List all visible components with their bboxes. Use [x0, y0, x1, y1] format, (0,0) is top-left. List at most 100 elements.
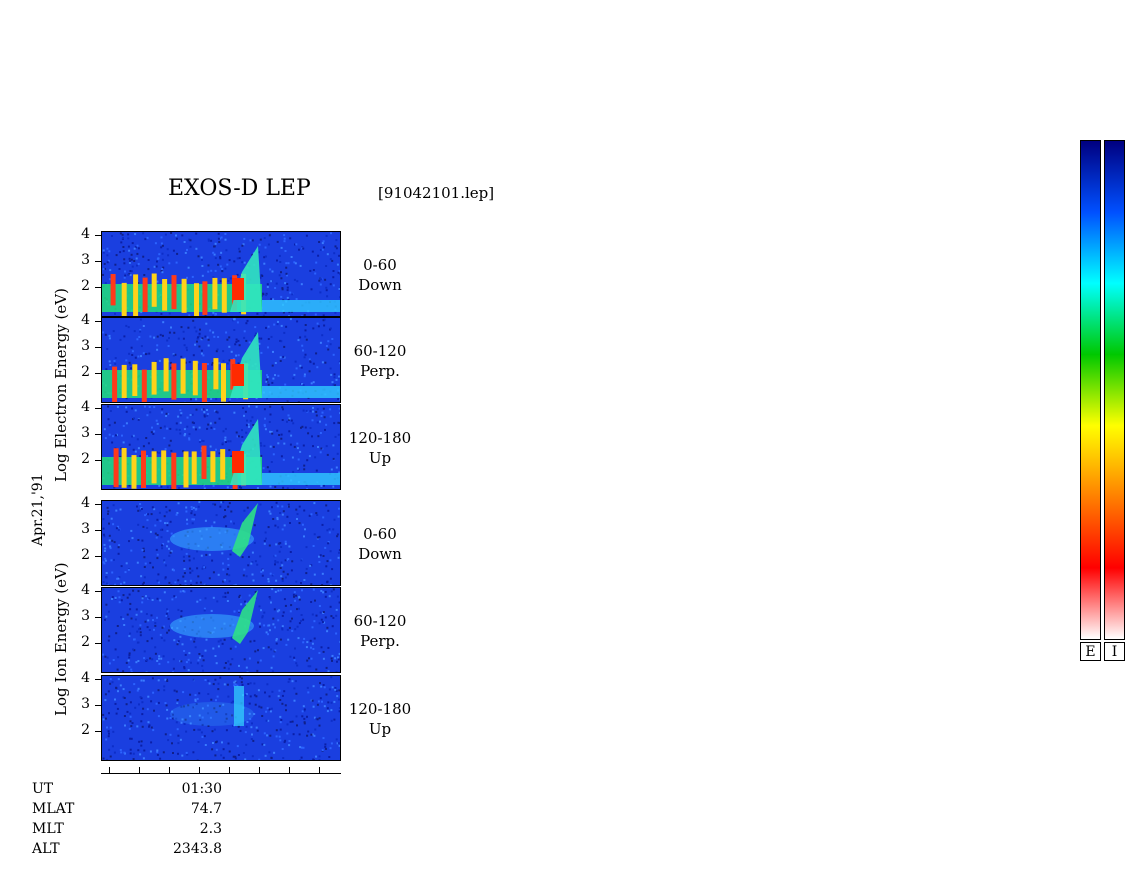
footer-value-mlat: 74.7 — [190, 801, 222, 817]
noise-pixel — [255, 405, 258, 408]
noise-pixel — [133, 638, 135, 641]
noise-pixel — [115, 509, 118, 512]
noise-pixel — [175, 237, 178, 240]
noise-pixel — [321, 700, 323, 703]
y-tick-mark — [95, 408, 101, 409]
noise-pixel — [116, 577, 118, 580]
noise-pixel — [319, 249, 322, 251]
noise-pixel — [156, 260, 158, 263]
noise-pixel — [282, 757, 285, 759]
noise-pixel — [223, 516, 226, 519]
noise-pixel — [156, 335, 159, 338]
noise-pixel — [284, 604, 287, 607]
noise-pixel — [171, 710, 174, 713]
noise-pixel — [228, 449, 231, 452]
noise-pixel — [313, 533, 316, 536]
noise-pixel — [142, 679, 145, 682]
noise-pixel — [330, 232, 332, 235]
noise-pixel — [318, 724, 321, 727]
noise-pixel — [338, 375, 340, 378]
noise-pixel — [281, 579, 284, 582]
noise-pixel — [248, 657, 251, 660]
noise-pixel — [322, 650, 325, 653]
noise-pixel — [265, 294, 268, 297]
noise-pixel — [176, 728, 179, 731]
noise-pixel — [274, 649, 277, 652]
noise-pixel — [111, 597, 113, 600]
noise-pixel — [208, 553, 211, 556]
noise-pixel — [161, 408, 164, 411]
noise-pixel — [131, 537, 134, 540]
noise-pixel — [261, 616, 264, 619]
noise-pixel — [329, 605, 332, 608]
noise-pixel — [263, 732, 266, 735]
noise-pixel — [139, 631, 142, 634]
noise-pixel — [338, 549, 340, 552]
noise-pixel — [277, 320, 279, 323]
noise-pixel — [263, 262, 266, 265]
noise-pixel — [157, 679, 160, 682]
noise-pixel — [168, 554, 171, 557]
noise-pixel — [265, 326, 267, 329]
noise-pixel — [300, 614, 303, 616]
noise-pixel — [201, 265, 204, 267]
noise-pixel — [278, 689, 281, 692]
noise-pixel — [153, 336, 156, 339]
noise-pixel — [228, 502, 231, 505]
noise-pixel — [267, 243, 270, 246]
electron-burst — [132, 364, 138, 396]
noise-pixel — [130, 725, 133, 728]
noise-pixel — [124, 571, 127, 574]
noise-pixel — [197, 659, 200, 662]
noise-pixel — [192, 319, 195, 322]
noise-pixel — [121, 233, 124, 236]
noise-pixel — [293, 373, 296, 376]
noise-pixel — [307, 730, 310, 733]
noise-pixel — [276, 610, 279, 613]
noise-pixel — [335, 608, 338, 611]
noise-pixel — [127, 326, 130, 329]
noise-pixel — [275, 282, 278, 285]
noise-pixel — [122, 618, 125, 620]
noise-pixel — [264, 402, 266, 403]
noise-pixel — [253, 524, 256, 527]
noise-pixel — [188, 652, 191, 655]
noise-pixel — [166, 631, 169, 634]
noise-pixel — [158, 655, 161, 658]
noise-pixel — [317, 446, 319, 448]
noise-pixel — [172, 713, 174, 716]
noise-pixel — [311, 699, 314, 702]
y-tick-label: 3 — [81, 608, 90, 624]
noise-pixel — [219, 256, 222, 258]
noise-pixel — [183, 559, 186, 562]
noise-pixel — [303, 721, 306, 724]
y-tick-label: 2 — [81, 364, 90, 380]
noise-pixel — [190, 661, 192, 664]
noise-pixel — [141, 725, 144, 728]
noise-pixel — [332, 444, 335, 447]
noise-pixel — [129, 363, 132, 366]
noise-pixel — [269, 710, 272, 713]
noise-pixel — [212, 251, 215, 254]
noise-pixel — [253, 713, 256, 715]
pitch-angle-range: 120-180 — [348, 429, 412, 447]
noise-pixel — [123, 715, 126, 717]
noise-pixel — [251, 551, 254, 554]
noise-pixel — [186, 518, 188, 521]
noise-pixel — [327, 509, 330, 512]
noise-pixel — [300, 619, 302, 622]
noise-pixel — [130, 617, 133, 620]
noise-pixel — [227, 505, 230, 508]
footer-value-alt: 2343.8 — [173, 841, 222, 857]
noise-pixel — [135, 257, 138, 260]
electron-burst — [161, 450, 167, 486]
noise-pixel — [135, 613, 138, 616]
noise-pixel — [221, 270, 224, 273]
noise-pixel — [111, 745, 114, 748]
noise-pixel — [146, 352, 149, 355]
noise-pixel — [243, 261, 246, 264]
noise-pixel — [162, 625, 165, 628]
noise-pixel — [257, 661, 260, 664]
noise-pixel — [327, 646, 330, 649]
noise-pixel — [324, 590, 327, 593]
